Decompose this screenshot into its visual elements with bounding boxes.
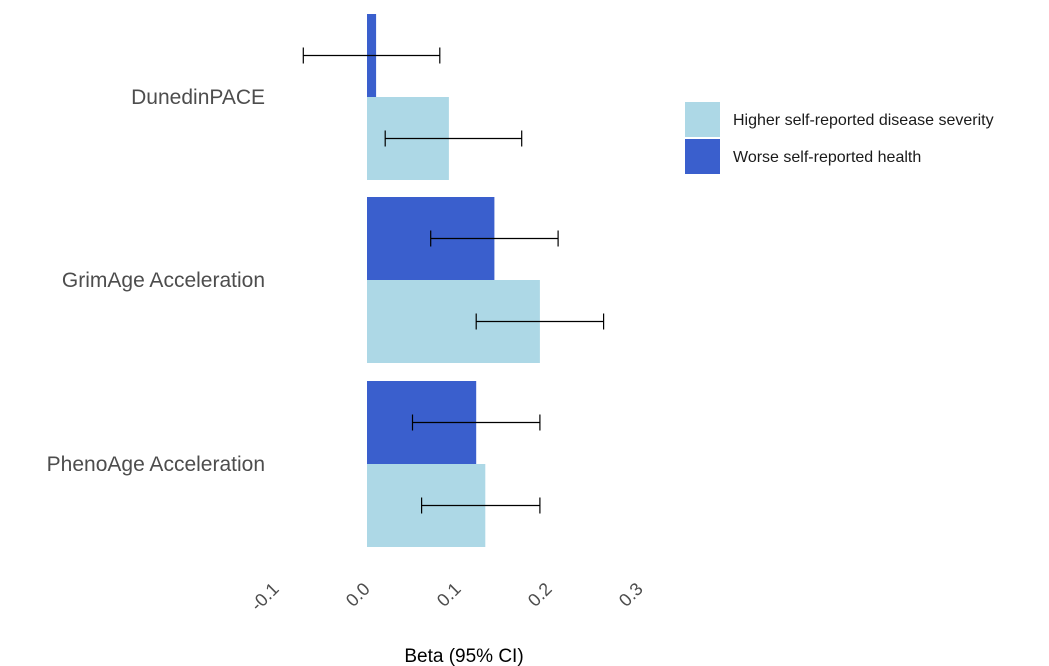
legend-label: Higher self-reported disease severity bbox=[733, 112, 994, 129]
legend-swatch bbox=[685, 102, 720, 137]
category-label: PhenoAge Acceleration bbox=[47, 453, 265, 476]
category-label: GrimAge Acceleration bbox=[62, 269, 265, 292]
legend-item: Worse self-reported health bbox=[685, 139, 921, 174]
x-axis-title: Beta (95% CI) bbox=[404, 646, 523, 666]
x-tick-label: 0.0 bbox=[342, 579, 374, 611]
x-tick-label: 0.3 bbox=[615, 579, 647, 611]
legend-swatch bbox=[685, 139, 720, 174]
error-bar bbox=[430, 230, 559, 247]
error-bar bbox=[302, 47, 441, 64]
x-tick-label: 0.1 bbox=[433, 579, 465, 611]
error-bar bbox=[475, 313, 605, 330]
x-tick-label: 0.2 bbox=[524, 579, 556, 611]
error-bar bbox=[384, 130, 523, 147]
category-label: DunedinPACE bbox=[131, 86, 265, 109]
x-tick-label: -0.1 bbox=[247, 579, 283, 615]
bars bbox=[367, 14, 540, 547]
legend-item: Higher self-reported disease severity bbox=[685, 102, 994, 137]
error-bars bbox=[302, 47, 605, 514]
error-bar bbox=[421, 497, 541, 514]
legend-label: Worse self-reported health bbox=[733, 149, 921, 166]
error-bar bbox=[411, 414, 541, 431]
category-labels: DunedinPACE GrimAge Acceleration PhenoAge … bbox=[47, 86, 265, 476]
legend: Higher self-reported disease severity Wor… bbox=[685, 102, 994, 174]
x-tick-labels: -0.1 0.0 0.1 0.2 0.3 bbox=[247, 579, 647, 615]
